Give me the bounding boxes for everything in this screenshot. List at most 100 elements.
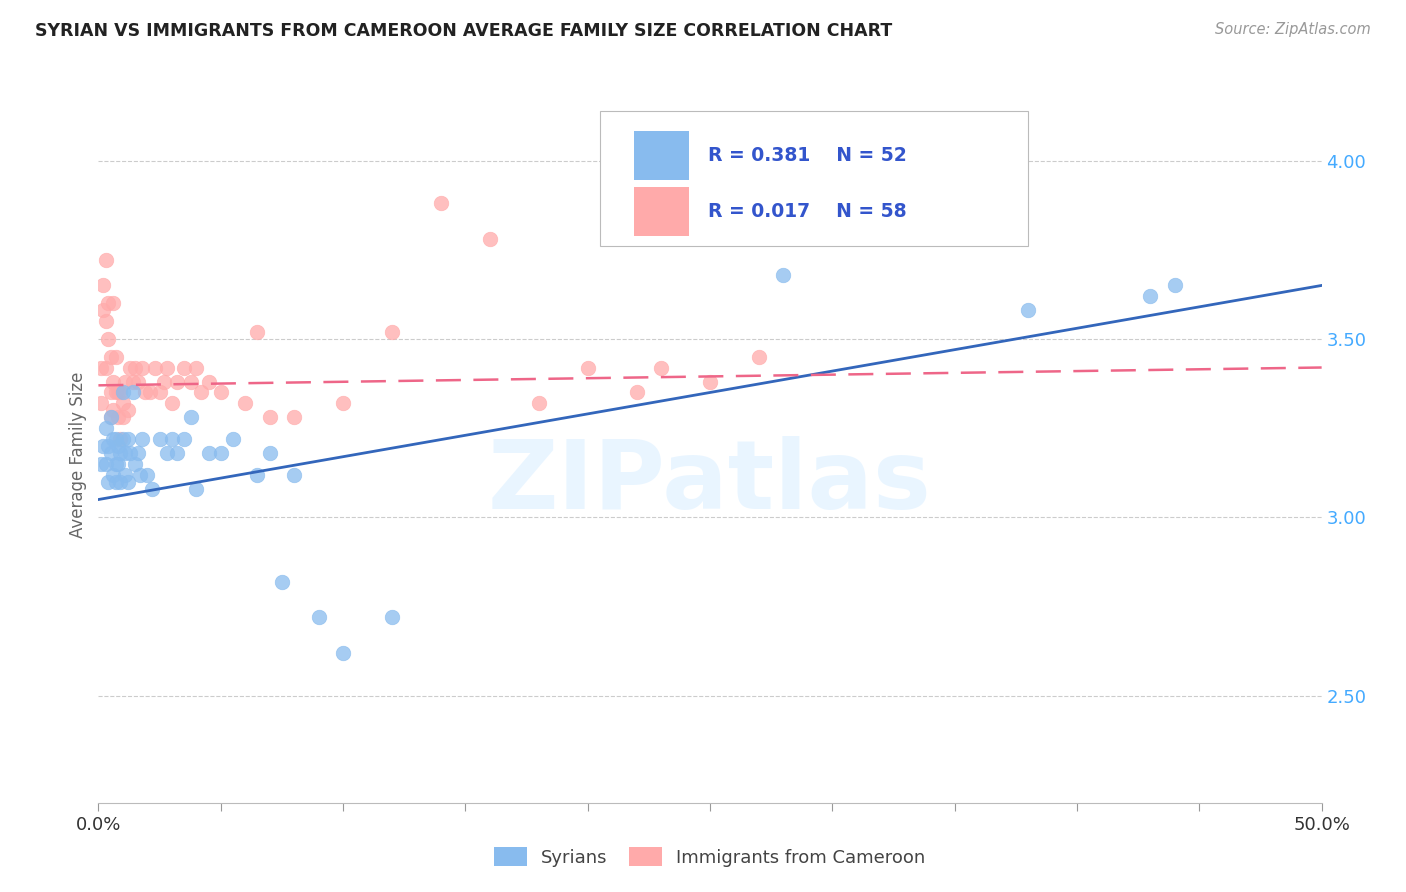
- Point: [233, 396, 256, 410]
- Point: [101, 296, 124, 310]
- Point: [124, 457, 146, 471]
- Point: [97, 475, 120, 489]
- Point: [117, 432, 139, 446]
- Point: [772, 268, 794, 282]
- Point: [166, 375, 188, 389]
- Point: [111, 432, 134, 446]
- Point: [197, 375, 219, 389]
- Point: [180, 410, 202, 425]
- Point: [160, 432, 183, 446]
- Bar: [634, 131, 689, 180]
- Point: [121, 375, 143, 389]
- Point: [97, 332, 120, 346]
- FancyBboxPatch shape: [600, 111, 1028, 246]
- Point: [100, 410, 122, 425]
- Point: [127, 375, 149, 389]
- Point: [259, 410, 281, 425]
- Point: [120, 360, 142, 375]
- Point: [650, 360, 672, 375]
- Point: [430, 196, 453, 211]
- Point: [91, 303, 114, 318]
- Point: [131, 360, 153, 375]
- Point: [139, 385, 162, 400]
- Point: [127, 446, 149, 460]
- Point: [104, 350, 127, 364]
- Point: [104, 432, 127, 446]
- Point: [101, 375, 124, 389]
- Point: [124, 360, 146, 375]
- Point: [197, 446, 219, 460]
- Point: [156, 446, 179, 460]
- Point: [90, 457, 112, 471]
- Point: [94, 253, 117, 268]
- Point: [107, 410, 129, 425]
- Point: [332, 646, 354, 660]
- Point: [94, 314, 117, 328]
- Point: [283, 410, 305, 425]
- Point: [626, 385, 648, 400]
- Point: [156, 360, 179, 375]
- Point: [222, 432, 245, 446]
- Point: [110, 475, 132, 489]
- Point: [90, 360, 112, 375]
- Point: [160, 396, 183, 410]
- Point: [101, 403, 124, 417]
- Text: SYRIAN VS IMMIGRANTS FROM CAMEROON AVERAGE FAMILY SIZE CORRELATION CHART: SYRIAN VS IMMIGRANTS FROM CAMEROON AVERA…: [35, 22, 893, 40]
- Point: [97, 439, 120, 453]
- Point: [120, 446, 142, 460]
- Point: [149, 432, 172, 446]
- Point: [104, 457, 127, 471]
- Point: [104, 385, 127, 400]
- Text: ZIPatlas: ZIPatlas: [488, 436, 932, 529]
- Point: [94, 421, 117, 435]
- Point: [117, 403, 139, 417]
- Point: [180, 375, 202, 389]
- Text: Source: ZipAtlas.com: Source: ZipAtlas.com: [1215, 22, 1371, 37]
- Point: [100, 385, 122, 400]
- Point: [173, 432, 195, 446]
- Point: [308, 610, 330, 624]
- Point: [100, 350, 122, 364]
- Text: R = 0.017    N = 58: R = 0.017 N = 58: [707, 202, 907, 221]
- Point: [527, 396, 550, 410]
- Point: [173, 360, 195, 375]
- Point: [166, 446, 188, 460]
- Point: [111, 410, 134, 425]
- Point: [283, 467, 305, 482]
- Point: [110, 385, 132, 400]
- Point: [246, 325, 269, 339]
- Point: [114, 446, 136, 460]
- Point: [246, 467, 269, 482]
- Point: [107, 439, 129, 453]
- Point: [100, 446, 122, 460]
- Point: [381, 610, 404, 624]
- Point: [149, 385, 172, 400]
- Point: [129, 467, 152, 482]
- Legend: Syrians, Immigrants from Cameroon: Syrians, Immigrants from Cameroon: [486, 840, 934, 874]
- Point: [111, 385, 134, 400]
- Point: [110, 432, 132, 446]
- Point: [100, 410, 122, 425]
- Point: [114, 375, 136, 389]
- Point: [94, 457, 117, 471]
- Point: [699, 375, 721, 389]
- Point: [117, 475, 139, 489]
- Point: [143, 360, 166, 375]
- Y-axis label: Average Family Size: Average Family Size: [69, 372, 87, 538]
- Point: [97, 296, 120, 310]
- Point: [190, 385, 212, 400]
- Point: [107, 385, 129, 400]
- Point: [381, 325, 404, 339]
- Point: [111, 396, 134, 410]
- Point: [107, 457, 129, 471]
- Point: [209, 385, 232, 400]
- Point: [121, 385, 143, 400]
- Text: R = 0.381    N = 52: R = 0.381 N = 52: [707, 146, 907, 165]
- Point: [259, 446, 281, 460]
- Point: [114, 467, 136, 482]
- Point: [90, 396, 112, 410]
- Point: [134, 385, 156, 400]
- Point: [91, 439, 114, 453]
- Point: [478, 232, 501, 246]
- Point: [91, 278, 114, 293]
